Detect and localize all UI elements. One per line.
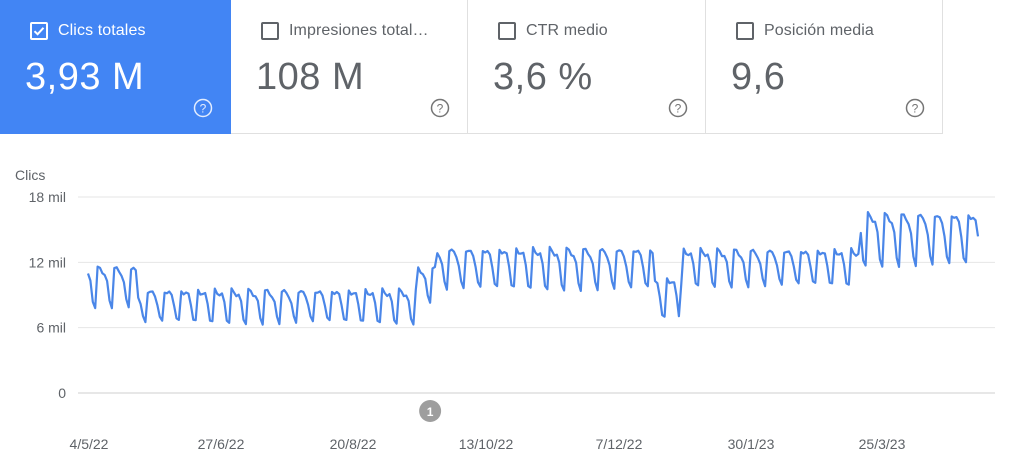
x-tick-label: 13/10/22 bbox=[459, 436, 514, 452]
x-tick-label: 7/12/22 bbox=[596, 436, 643, 452]
annotation-marker bbox=[419, 400, 442, 422]
svg-text:?: ? bbox=[675, 101, 682, 115]
checkbox-icon[interactable] bbox=[736, 22, 754, 40]
y-tick-label: 12 mil bbox=[29, 254, 66, 270]
card-average-position[interactable]: Posición media 9,6 ? bbox=[706, 0, 943, 134]
svg-text:?: ? bbox=[200, 101, 207, 115]
card-label: CTR medio bbox=[526, 22, 608, 39]
annotation-label: 1 bbox=[427, 405, 434, 419]
y-tick-label: 18 mil bbox=[29, 189, 66, 205]
card-value: 108 M bbox=[256, 56, 365, 98]
x-tick-label: 30/1/23 bbox=[728, 436, 775, 452]
help-icon[interactable]: ? bbox=[668, 98, 688, 118]
card-total-clicks[interactable]: Clics totales 3,93 M ? bbox=[0, 0, 231, 134]
card-value: 3,93 M bbox=[25, 56, 145, 98]
card-total-impressions[interactable]: Impresiones total… 108 M ? bbox=[231, 0, 468, 134]
x-tick-label: 20/8/22 bbox=[330, 436, 377, 452]
help-icon[interactable]: ? bbox=[430, 98, 450, 118]
x-tick-label: 25/3/23 bbox=[859, 436, 906, 452]
card-label: Impresiones total… bbox=[289, 22, 429, 39]
card-header: Impresiones total… bbox=[261, 22, 429, 40]
clicks-series-line bbox=[86, 210, 980, 326]
card-value: 3,6 % bbox=[493, 56, 593, 98]
help-icon[interactable]: ? bbox=[905, 98, 925, 118]
card-label: Clics totales bbox=[58, 22, 146, 39]
x-tick-label: 4/5/22 bbox=[70, 436, 109, 452]
card-header: Posición media bbox=[736, 22, 874, 40]
svg-text:?: ? bbox=[437, 101, 444, 115]
help-icon[interactable]: ? bbox=[193, 98, 213, 118]
card-header: CTR medio bbox=[498, 22, 608, 40]
x-tick-label: 27/6/22 bbox=[198, 436, 245, 452]
svg-text:?: ? bbox=[912, 101, 919, 115]
checkbox-icon[interactable] bbox=[261, 22, 279, 40]
clicks-chart: Clics 0 6 mil 12 mil 18 mil 4/5/22 27/6/22 20/… bbox=[0, 160, 1024, 455]
card-value: 9,6 bbox=[731, 56, 786, 98]
y-tick-label: 0 bbox=[58, 385, 66, 401]
y-tick-label: 6 mil bbox=[36, 320, 66, 336]
checkbox-icon[interactable] bbox=[30, 22, 48, 40]
card-label: Posición media bbox=[764, 22, 874, 39]
checkbox-icon[interactable] bbox=[498, 22, 516, 40]
metric-cards: Clics totales 3,93 M ? Impresiones total… bbox=[0, 0, 943, 134]
card-average-ctr[interactable]: CTR medio 3,6 % ? bbox=[468, 0, 706, 134]
card-header: Clics totales bbox=[30, 22, 146, 40]
y-axis-title: Clics bbox=[15, 167, 46, 183]
